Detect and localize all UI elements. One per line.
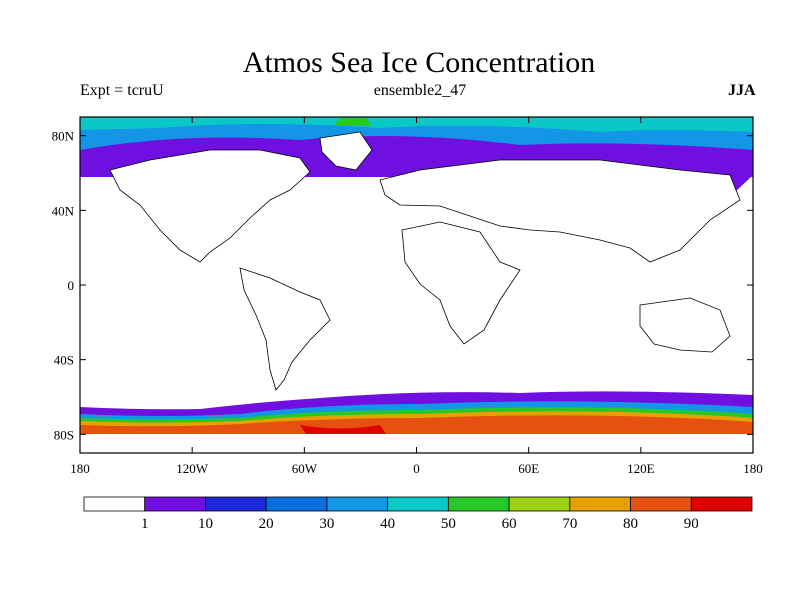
colorbar-label: 1 xyxy=(141,516,149,532)
colorbar-swatch xyxy=(387,496,449,512)
greenland xyxy=(319,131,373,171)
y-tick-label: 80S xyxy=(54,427,74,442)
y-tick-label: 80N xyxy=(52,129,75,144)
y-axis: 80N 40N 0 40S 80S xyxy=(52,129,753,442)
australia xyxy=(639,297,731,353)
x-tick-label: 60E xyxy=(518,461,539,476)
y-tick-label: 0 xyxy=(68,278,75,293)
colorbar-swatch xyxy=(508,496,571,512)
colorbar-label: 30 xyxy=(319,516,334,532)
colorbar-label: 60 xyxy=(502,516,517,532)
arctic-band-50 xyxy=(334,118,372,126)
colorbar-label: 90 xyxy=(684,516,699,532)
colorbar-label: 80 xyxy=(623,516,638,532)
colorbar-swatch xyxy=(326,496,389,512)
antarctica-land xyxy=(80,434,753,453)
colorbar-swatch xyxy=(144,496,206,512)
colorbar-swatch xyxy=(205,496,267,512)
colorbar-label: 50 xyxy=(441,516,456,532)
colorbar-swatch xyxy=(265,496,328,512)
colorbar-label: 20 xyxy=(259,516,274,532)
colorbar-swatch xyxy=(630,496,692,512)
africa xyxy=(401,221,521,345)
ice-field xyxy=(80,117,753,453)
chart-title: Atmos Sea Ice Concentration xyxy=(242,46,596,79)
north-america xyxy=(109,149,311,263)
colorbar-swatch xyxy=(83,496,146,512)
x-tick-label: 60W xyxy=(292,461,318,476)
colorbar-label: 10 xyxy=(198,516,213,532)
x-tick-label: 0 xyxy=(413,461,420,476)
colorbar-swatch xyxy=(569,496,631,512)
colorbar: 1 10 20 30 40 50 60 70 80 90 xyxy=(83,496,753,532)
y-tick-label: 40N xyxy=(52,203,75,218)
x-axis: 180 120W 60W 0 60E 120E 180 xyxy=(70,117,763,476)
coastlines xyxy=(109,131,741,391)
y-tick-label: 40S xyxy=(54,353,74,368)
colorbar-label: 70 xyxy=(562,516,577,532)
ensemble-label: ensemble2_47 xyxy=(373,82,467,99)
south-america xyxy=(239,267,331,391)
experiment-label: Expt = tcruU xyxy=(80,82,164,99)
x-tick-label: 180 xyxy=(743,461,763,476)
x-tick-label: 180 xyxy=(70,461,90,476)
colorbar-label: 40 xyxy=(380,516,395,532)
x-tick-label: 120E xyxy=(627,461,655,476)
colorbar-swatch xyxy=(447,496,510,512)
arctic-band-40 xyxy=(80,117,753,132)
season-label: JJA xyxy=(728,82,756,99)
colorbar-swatch xyxy=(690,496,753,512)
eurasia xyxy=(379,159,741,263)
x-tick-label: 120W xyxy=(176,461,209,476)
